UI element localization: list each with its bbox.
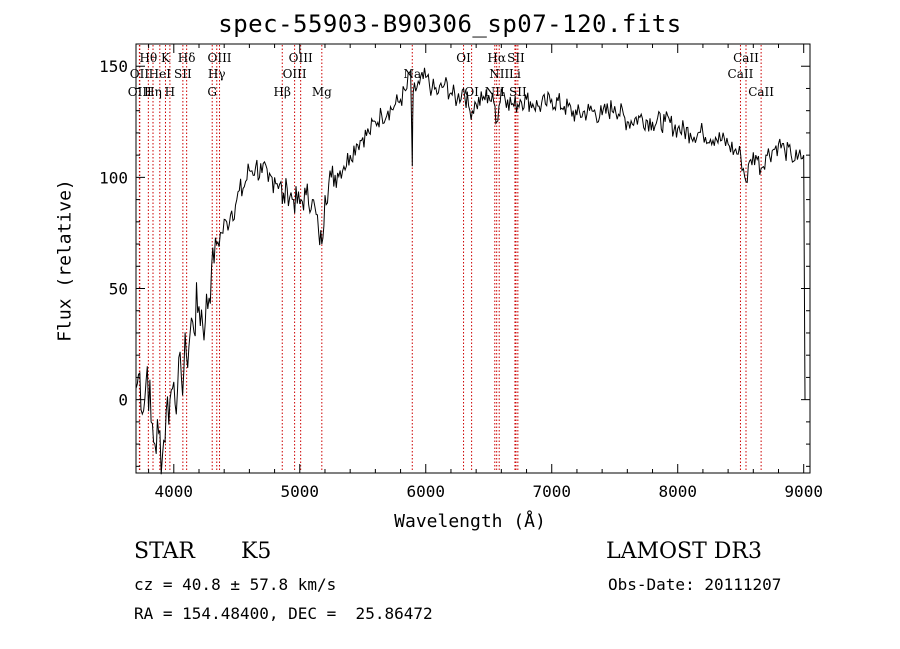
line-marker-label: OIII xyxy=(283,67,307,81)
redshift-value: cz = 40.8 ± 57.8 km/s xyxy=(134,575,337,594)
line-marker-label: Hγ xyxy=(208,67,226,81)
line-marker-label: OI xyxy=(456,51,471,65)
line-marker-label: H xyxy=(165,85,175,99)
line-marker-label: K xyxy=(161,51,171,65)
y-tick-label: 0 xyxy=(118,391,128,410)
x-tick-label: 8000 xyxy=(658,482,697,501)
x-tick-label: 6000 xyxy=(406,482,445,501)
line-marker-label: Hδ xyxy=(178,51,196,65)
y-tick-label: 100 xyxy=(99,168,128,187)
line-marker-label: Hα xyxy=(487,51,506,65)
line-marker-label: OIII xyxy=(128,85,152,99)
x-axis-label: Wavelength (Å) xyxy=(394,511,546,532)
y-tick-label: 150 xyxy=(99,57,128,76)
chart-title: spec-55903-B90306_sp07-120.fits xyxy=(218,10,682,38)
line-marker-label: HeI xyxy=(149,67,172,81)
line-marker-label: OII xyxy=(130,67,150,81)
spectrum-line xyxy=(135,67,806,475)
line-marker-label: OIII xyxy=(289,51,313,65)
line-marker-label: OIII xyxy=(207,51,231,65)
y-tick-label: 50 xyxy=(109,280,128,299)
line-marker-label: Hβ xyxy=(274,85,291,99)
axis-ticks: 4000 5000 6000 7000 8000 9000 0 50 100 150 xyxy=(99,43,823,501)
object-subclass: K5 xyxy=(241,539,272,564)
line-marker-label: Li xyxy=(509,67,521,81)
line-marker-label: Hθ xyxy=(139,51,157,65)
line-marker-label: SII xyxy=(507,51,525,65)
x-tick-label: 4000 xyxy=(155,482,194,501)
obs-date: Obs-Date: 20111207 xyxy=(608,575,782,594)
line-marker-label: NII xyxy=(489,67,509,81)
x-tick-label: 9000 xyxy=(784,482,823,501)
line-marker-label: SII xyxy=(509,85,527,99)
y-axis-label: Flux (relative) xyxy=(54,179,76,342)
coordinates: RA = 154.48400, DEC = 25.86472 xyxy=(134,604,433,623)
survey-name: LAMOST DR3 xyxy=(606,539,762,564)
x-tick-label: 7000 xyxy=(532,482,571,501)
line-marker-label: Mg xyxy=(312,85,332,99)
line-marker-label: CaII xyxy=(733,51,759,65)
line-marker-label: CaII xyxy=(728,67,754,81)
line-marker-label: SII xyxy=(174,67,192,81)
reference-lines xyxy=(138,45,762,472)
line-marker-label: NII xyxy=(485,85,505,99)
plot-frame xyxy=(135,43,811,474)
line-marker-label: CaII xyxy=(748,85,774,99)
spectrum-series xyxy=(135,67,806,475)
line-marker-label: Na xyxy=(403,67,421,81)
x-tick-label: 5000 xyxy=(281,482,320,501)
object-class: STAR xyxy=(134,539,195,564)
line-marker-label: Hη xyxy=(144,85,162,99)
line-marker-label: G xyxy=(207,85,217,99)
